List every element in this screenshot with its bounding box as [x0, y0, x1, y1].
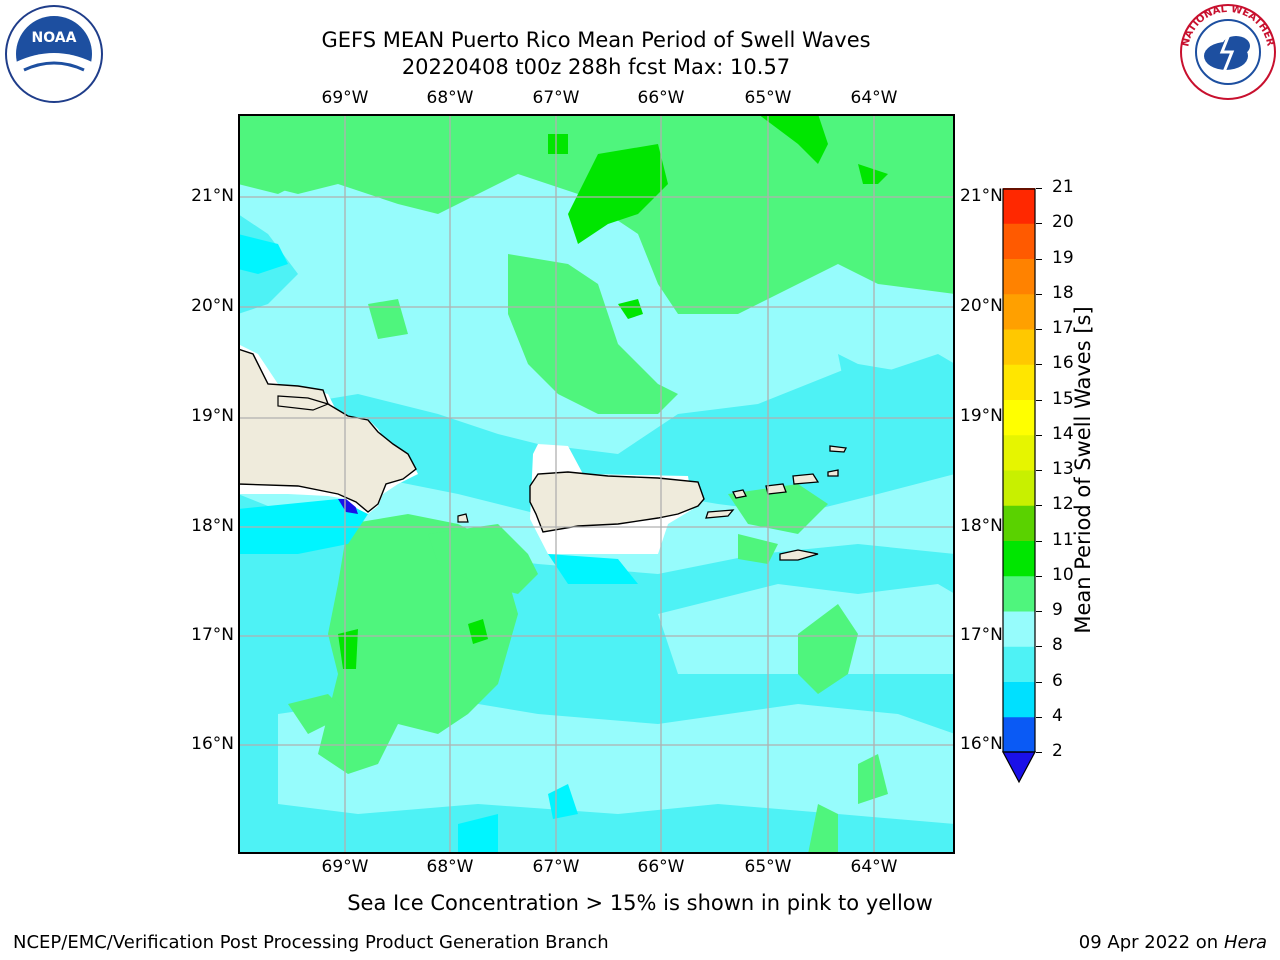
- colorbar-ticks: 2 4 6 8 9 10 11 12 13 14 15 16 17 18 19 20 21: [1036, 177, 1090, 780]
- colorbar-segment: [1003, 716, 1035, 753]
- colorbar-tick-label: 18: [1052, 282, 1074, 303]
- lon-label-top: 68°W: [426, 88, 474, 108]
- lon-label-bottom: 68°W: [426, 857, 474, 877]
- lon-label-bottom: 69°W: [321, 857, 369, 877]
- colorbar-segment: [1003, 258, 1035, 295]
- colorbar-tick-label: 10: [1052, 564, 1074, 585]
- colorbar-tick-mark: [1036, 258, 1042, 260]
- colorbar-frame: [1002, 188, 1036, 753]
- lat-label-left: 18°N: [191, 516, 234, 536]
- colorbar-segment: [1003, 188, 1035, 224]
- colorbar-tick-label: 9: [1052, 600, 1063, 620]
- graticule: [238, 114, 955, 854]
- colorbar-segment: [1003, 540, 1035, 577]
- colorbar-tick-mark: [1036, 188, 1042, 189]
- colorbar-tick-label: 2: [1052, 741, 1063, 761]
- noaa-logo: NOAA: [4, 4, 104, 104]
- colorbar-label: Mean Period of Swell Waves [s]: [1071, 306, 1095, 634]
- lat-label-left: 20°N: [191, 296, 234, 316]
- plot-title: GEFS MEAN Puerto Rico Mean Period of Swe…: [321, 28, 871, 52]
- colorbar-segment: [1003, 364, 1035, 400]
- colorbar-tick-label: 6: [1052, 670, 1063, 691]
- colorbar-segment: [1003, 470, 1035, 506]
- colorbar-tick-label: 14: [1052, 423, 1074, 444]
- colorbar-tick-mark: [1036, 329, 1042, 330]
- colorbar-tick-label: 13: [1052, 459, 1074, 479]
- colorbar-svg: [1002, 188, 1036, 784]
- lon-label-top: 69°W: [321, 88, 369, 108]
- colorbar-tick-mark: [1036, 646, 1042, 648]
- colorbar-tick-label: 12: [1052, 494, 1074, 515]
- colorbar: [1002, 188, 1036, 784]
- lon-label-bottom: 65°W: [744, 857, 792, 877]
- lon-label-top: 65°W: [744, 88, 792, 108]
- nws-logo: NATIONAL WEATHER SERVICE: [1174, 0, 1278, 102]
- lat-label-right: 18°N: [960, 516, 1003, 536]
- lon-label-top: 67°W: [532, 88, 580, 108]
- lon-label-bottom: 66°W: [637, 857, 685, 877]
- colorbar-tick-label: 15: [1052, 388, 1074, 409]
- colorbar-tick-label: 16: [1052, 353, 1074, 374]
- colorbar-segment: [1003, 329, 1035, 365]
- colorbar-tick-mark: [1036, 681, 1042, 683]
- sea-ice-note: Sea Ice Concentration > 15% is shown in …: [347, 891, 933, 915]
- colorbar-segment: [1003, 611, 1035, 647]
- colorbar-segment: [1003, 681, 1035, 718]
- lat-label-left: 17°N: [191, 625, 234, 645]
- colorbar-tick-label: 4: [1052, 705, 1063, 726]
- lat-label-right: 17°N: [960, 625, 1003, 645]
- lat-label-right: 16°N: [960, 734, 1003, 754]
- colorbar-tick-label: 19: [1052, 247, 1074, 268]
- period-10s-regions: [338, 114, 888, 669]
- colorbar-tick-mark: [1036, 470, 1042, 471]
- colorbar-tick-label: 11: [1052, 529, 1074, 550]
- map-panel: [237, 114, 955, 854]
- lon-label-top: 64°W: [850, 88, 898, 108]
- colorbar-tick-mark: [1036, 611, 1042, 612]
- lon-label-bottom: 67°W: [532, 857, 580, 877]
- map-frame: [238, 114, 955, 854]
- noaa-logo-text: NOAA: [32, 30, 77, 46]
- colorbar-tick-mark: [1036, 752, 1042, 753]
- colorbar-tick-mark: [1036, 540, 1042, 542]
- colorbar-tick-mark: [1036, 293, 1042, 295]
- colorbar-under-triangle: [1002, 751, 1036, 784]
- colorbar-tick-mark: [1036, 716, 1042, 718]
- colorbar-tick-mark: [1036, 505, 1042, 507]
- lat-label-left: 19°N: [191, 406, 234, 426]
- colorbar-tick-mark: [1036, 434, 1042, 436]
- colorbar-tick-mark: [1036, 575, 1042, 577]
- colorbar-tick-label: 20: [1052, 212, 1074, 233]
- colorbar-tick-mark: [1036, 399, 1042, 401]
- colorbar-tick-label: 17: [1052, 318, 1074, 338]
- lat-label-left: 21°N: [191, 186, 234, 206]
- colorbar-segment: [1003, 575, 1035, 612]
- lat-label-left: 16°N: [191, 734, 234, 754]
- lat-label-right: 21°N: [960, 186, 1003, 206]
- period-9s-regions: [238, 114, 955, 854]
- colorbar-segment: [1003, 434, 1035, 471]
- colorbar-tick-label: 21: [1052, 177, 1074, 197]
- colorbar-segment: [1003, 399, 1035, 436]
- colorbar-segment: [1003, 505, 1035, 541]
- lat-label-right: 20°N: [960, 296, 1003, 316]
- colorbar-tick-mark: [1036, 223, 1042, 225]
- lon-label-bottom: 64°W: [850, 857, 898, 877]
- map-svg: [237, 114, 955, 854]
- colorbar-tick-label: 8: [1052, 635, 1063, 656]
- footer-date: 09 Apr 2022 on Hera: [1079, 932, 1267, 953]
- footer-host: Hera: [1223, 932, 1267, 953]
- colorbar-segment: [1003, 223, 1035, 259]
- footer-credit: NCEP/EMC/Verification Post Processing Pr…: [13, 932, 609, 953]
- lat-label-right: 19°N: [960, 406, 1003, 426]
- land-virgin-islands: [705, 445, 847, 561]
- colorbar-tick-mark: [1036, 364, 1042, 366]
- lon-label-top: 66°W: [637, 88, 685, 108]
- plot-subtitle: 20220408 t00z 288h fcst Max: 10.57: [401, 55, 791, 79]
- land-hispaniola: [237, 344, 469, 523]
- colorbar-segment: [1003, 293, 1035, 330]
- footer-date-text: 09 Apr 2022 on: [1078, 932, 1224, 953]
- colorbar-segment: [1003, 646, 1035, 682]
